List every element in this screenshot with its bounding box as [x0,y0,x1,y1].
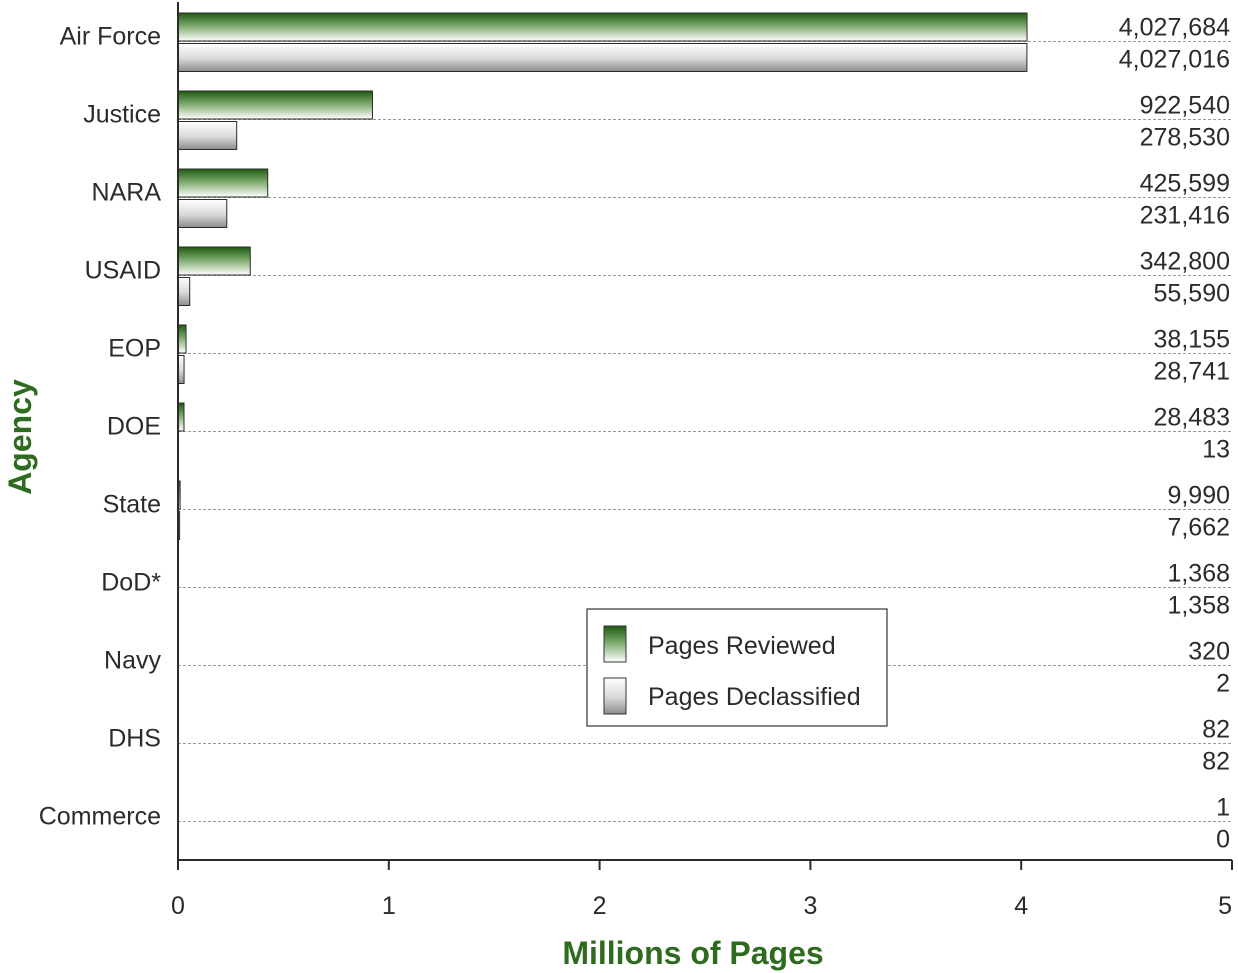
legend-box [586,608,888,727]
value-label-declassified: 278,530 [1140,124,1230,152]
value-label-reviewed: 922,540 [1140,92,1230,120]
category-label: Commerce [39,803,161,831]
bar-pages-declassified [177,199,228,228]
value-label-reviewed: 28,483 [1154,404,1230,432]
legend-swatch-reviewed [603,625,627,663]
value-label-declassified: 4,027,016 [1119,46,1230,74]
x-tick-label: 2 [593,892,607,920]
category-label: Justice [83,101,161,129]
value-label-declassified: 82 [1202,748,1230,776]
value-label-declassified: 7,662 [1167,514,1230,542]
category-label: DHS [108,725,161,753]
bar-pages-reviewed [177,246,251,276]
value-label-reviewed: 320 [1188,638,1230,666]
bar-pages-reviewed [177,168,269,198]
value-label-reviewed: 342,800 [1140,248,1230,276]
value-label-declassified: 55,590 [1154,280,1230,308]
bar-pages-reviewed [177,12,1028,42]
category-label: DoD* [101,569,161,597]
value-label-declassified: 13 [1202,436,1230,464]
x-tick-label: 1 [382,892,396,920]
value-label-reviewed: 1 [1216,794,1230,822]
value-label-reviewed: 4,027,684 [1119,14,1230,42]
bar-pages-declassified [177,121,238,150]
category-label: NARA [92,179,162,207]
x-tick-label: 0 [171,892,185,920]
y-axis-title: Agency [2,379,38,495]
category-label: EOP [108,335,161,363]
value-label-declassified: 28,741 [1154,358,1230,386]
legend-label-declassified: Pages Declassified [648,683,861,711]
x-tick-label: 5 [1218,892,1232,920]
legend: Pages Reviewed Pages Declassified [586,608,888,727]
value-label-reviewed: 425,599 [1140,170,1230,198]
grid-lines [178,41,1232,822]
value-label-reviewed: 38,155 [1154,326,1230,354]
bar-pages-declassified [177,43,1028,72]
legend-label-reviewed: Pages Reviewed [648,632,836,660]
category-label: USAID [85,257,161,285]
legend-swatch-declassified [603,677,627,715]
value-label-declassified: 2 [1216,670,1230,698]
category-label: DOE [107,413,161,441]
bars [177,12,1028,540]
bar-pages-declassified [177,277,191,306]
value-label-reviewed: 82 [1202,716,1230,744]
bar-pages-reviewed [177,324,187,354]
axes [177,2,1233,870]
labels: Air Force 4,027,684 4,027,016 Justice 922,54… [39,14,1232,921]
category-label: State [103,491,161,519]
category-label: Navy [104,647,161,675]
x-tick-label: 4 [1014,892,1028,920]
x-axis-title: Millions of Pages [562,935,823,971]
category-label: Air Force [60,23,161,51]
value-label-declassified: 0 [1216,826,1230,854]
value-label-declassified: 231,416 [1140,202,1230,230]
value-label-reviewed: 9,990 [1167,482,1230,510]
value-label-reviewed: 1,368 [1167,560,1230,588]
value-label-declassified: 1,358 [1167,592,1230,620]
bar-pages-reviewed [177,90,373,120]
x-tick-label: 3 [803,892,817,920]
